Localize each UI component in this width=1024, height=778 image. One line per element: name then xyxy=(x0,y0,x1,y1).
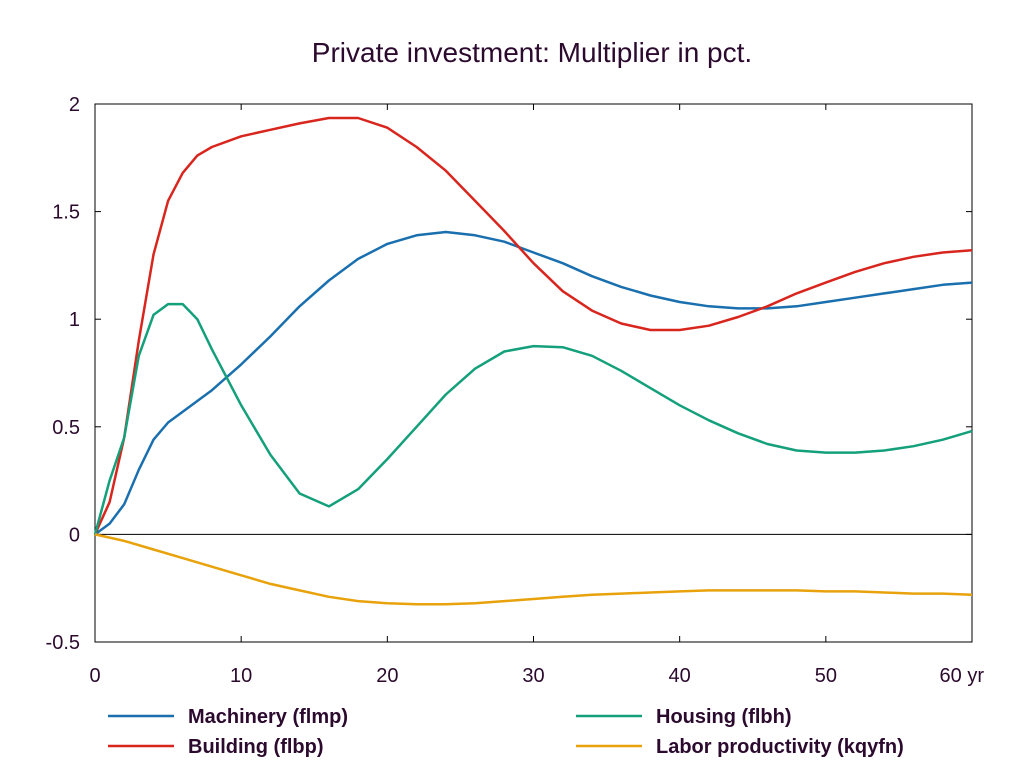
plot-border xyxy=(94,103,973,643)
y-tick-label: 1 xyxy=(69,309,80,331)
plot-frame xyxy=(94,103,973,643)
legend-label: Housing (flbh) xyxy=(656,706,792,728)
series-layer xyxy=(93,116,973,606)
legend-label: Building (flbp) xyxy=(188,736,324,758)
x-axis-ticks: 0 10 20 30 40 50 60 yr xyxy=(89,104,984,687)
series-line-labor-productivity-kqyfn xyxy=(94,533,973,606)
y-tick-label: 2 xyxy=(69,94,80,116)
x-tick-label: 20 xyxy=(376,665,398,687)
legend-label: Machinery (flmp) xyxy=(188,706,348,728)
x-tick-label: 10 xyxy=(230,665,252,687)
series-line-housing-flbh xyxy=(93,302,973,535)
y-axis-ticks: 2 1.5 1 0.5 0 -0.5 xyxy=(46,94,972,654)
y-tick-label: 1.5 xyxy=(52,202,80,224)
series-line-building-flbp xyxy=(93,116,973,535)
y-tick-label: -0.5 xyxy=(46,632,80,654)
x-tick-label: 0 xyxy=(89,665,100,687)
x-tick-label: 40 xyxy=(669,665,691,687)
x-tick-label: 50 xyxy=(815,665,837,687)
chart-title: Private investment: Multiplier in pct. xyxy=(312,37,752,68)
legend-label: Labor productivity (kqyfn) xyxy=(656,736,904,758)
x-tick-label: 30 xyxy=(522,665,544,687)
legend: Machinery (flmp) Building (flbp) Housing (… xyxy=(108,706,904,758)
y-tick-label: 0.5 xyxy=(52,417,80,439)
x-tick-label: 60 yr xyxy=(940,665,985,687)
series-line-machinery-flmp xyxy=(94,230,973,536)
y-tick-label: 0 xyxy=(69,524,80,546)
